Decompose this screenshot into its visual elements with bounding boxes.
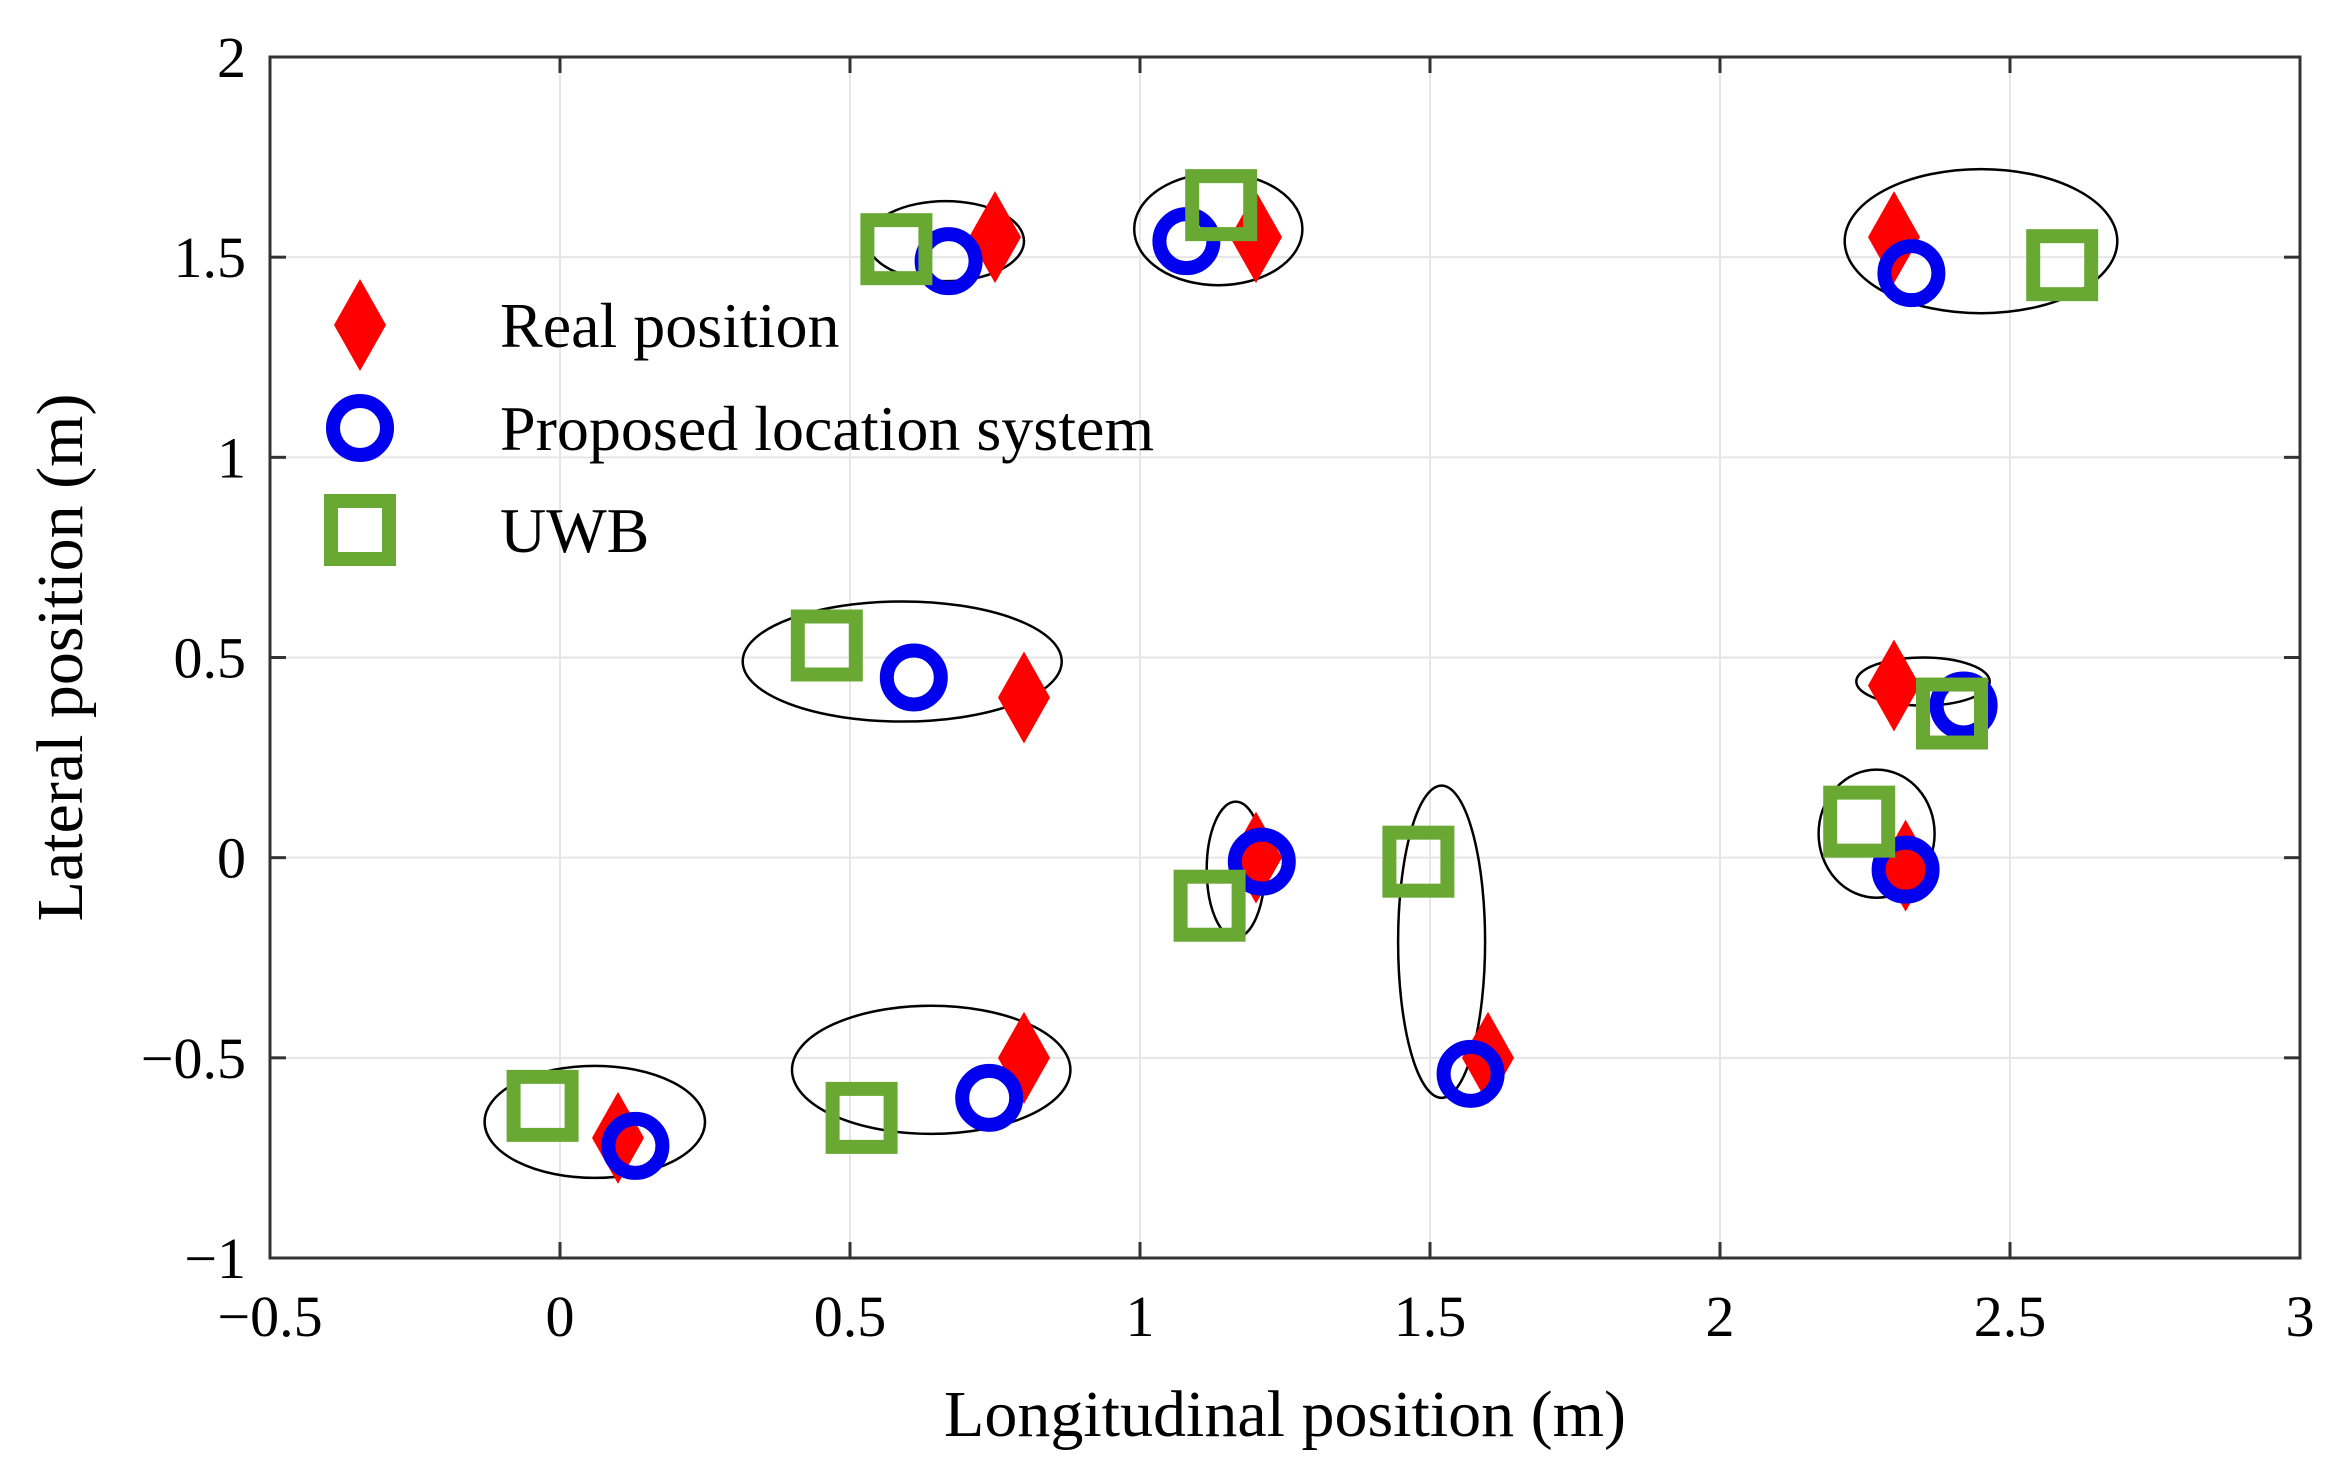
axis-ticks: −0.5 0 0.5 1 1.5 2 2.5 3−1−0.500.511.52	[141, 25, 2315, 1349]
uwb-marker	[1823, 785, 1896, 858]
legend-label: Proposed location system	[500, 393, 1154, 464]
data-markers	[506, 169, 2099, 1184]
legend-label: UWB	[500, 495, 649, 566]
proposed-system-marker	[955, 1063, 1024, 1132]
y-tick-label: −1	[184, 1226, 246, 1291]
x-tick-label: 0.5	[814, 1284, 887, 1349]
error-ellipse	[1817, 768, 1936, 899]
uwb-marker	[1382, 825, 1455, 898]
uwb-marker	[860, 213, 933, 286]
x-axis-label: Longitudinal position (m)	[944, 1378, 1626, 1451]
uwb-marker	[1185, 169, 1258, 242]
grid-lines	[270, 57, 2300, 1258]
error-ellipse	[1843, 167, 2119, 315]
proposed-system-marker	[1877, 239, 1946, 308]
y-tick-label: 1	[217, 425, 246, 490]
proposed-system-marker	[1871, 835, 1940, 904]
legend-uwb-marker	[324, 494, 396, 566]
uwb-marker	[506, 1069, 579, 1142]
x-tick-label: 2.5	[1974, 1284, 2047, 1349]
uwb-marker	[825, 1081, 898, 1154]
y-axis-label: Lateral position (m)	[24, 394, 97, 922]
uwb-marker	[2026, 229, 2099, 302]
x-tick-label: 1	[1126, 1284, 1155, 1349]
legend-real-position-marker	[334, 279, 386, 371]
y-tick-label: −0.5	[141, 1026, 246, 1091]
y-tick-label: 1.5	[174, 225, 247, 290]
uwb-marker	[1173, 869, 1246, 942]
error-ellipse	[741, 600, 1063, 723]
proposed-system-marker	[879, 643, 948, 712]
legend-label: Real position	[500, 290, 840, 361]
x-tick-label: −0.5	[217, 1284, 322, 1349]
x-tick-label: 0	[546, 1284, 575, 1349]
proposed-system-marker	[1227, 827, 1296, 896]
x-tick-label: 2	[1706, 1284, 1735, 1349]
y-tick-label: 2	[217, 25, 246, 90]
error-ellipse	[483, 1064, 707, 1180]
legend-proposed-system-marker	[326, 394, 394, 462]
uwb-marker	[1916, 677, 1988, 750]
x-tick-label: 3	[2286, 1284, 2315, 1349]
proposed-system-marker	[601, 1111, 670, 1180]
error-ellipse	[790, 1004, 1072, 1136]
legend: Real position Proposed location system UWB	[324, 279, 1154, 566]
uwb-marker	[790, 609, 863, 682]
y-tick-label: 0.5	[174, 626, 247, 691]
x-tick-label: 1.5	[1394, 1284, 1467, 1349]
error-ellipse	[1396, 784, 1487, 1100]
proposed-system-marker	[1436, 1039, 1505, 1108]
real-position-marker	[998, 651, 1050, 744]
real-position-marker	[1868, 639, 1920, 732]
y-tick-label: 0	[217, 826, 246, 891]
